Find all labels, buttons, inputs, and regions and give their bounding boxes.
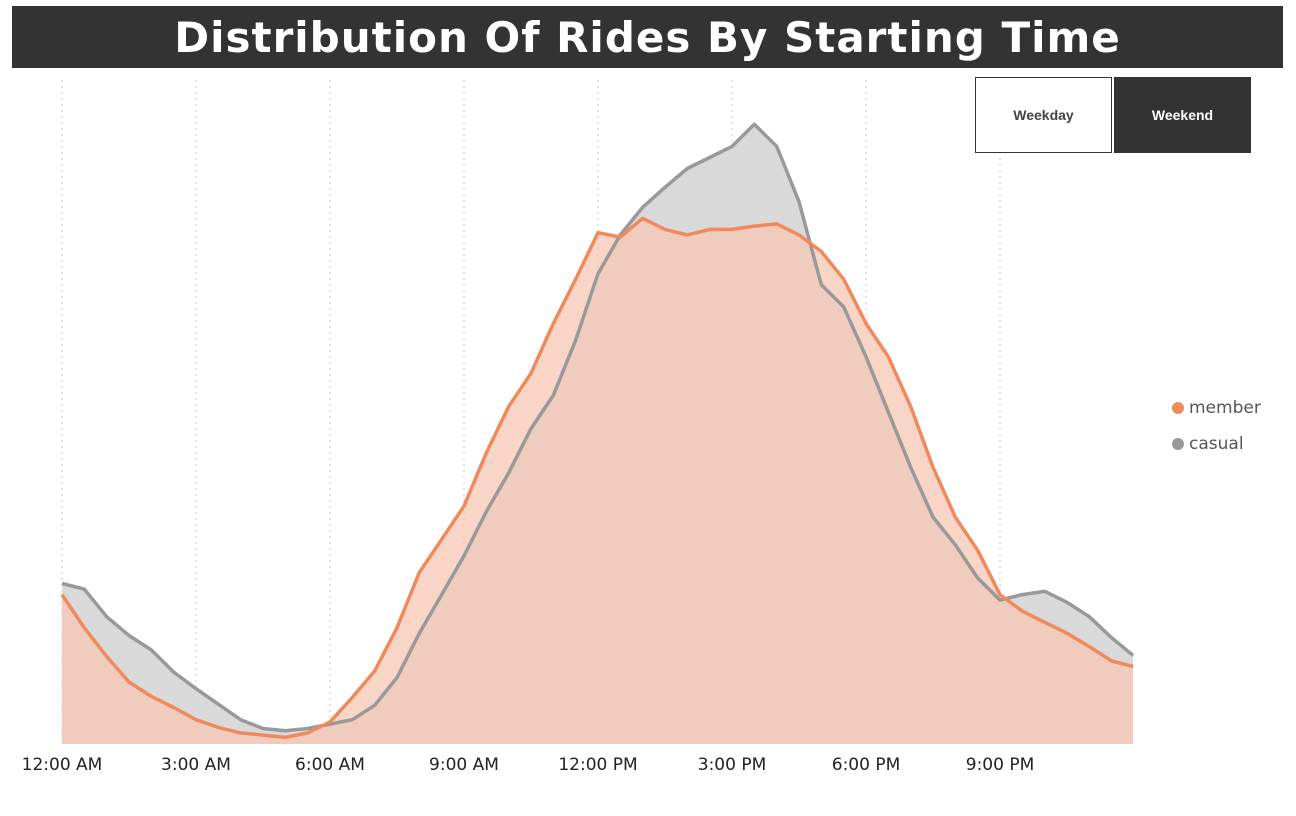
legend-label-casual: casual — [1189, 434, 1244, 454]
weekend-toggle-label: Weekend — [1151, 107, 1214, 123]
legend-marker-member — [1172, 402, 1184, 414]
x-tick-label: 9:00 AM — [429, 755, 499, 775]
weekend-toggle-button[interactable]: Weekend — [1114, 77, 1251, 153]
legend-item-member: member — [1172, 396, 1261, 420]
legend-label-member: member — [1189, 398, 1261, 418]
area-series — [62, 124, 1134, 745]
area-member — [62, 218, 1134, 745]
line-series — [60, 122, 1135, 740]
weekday-toggle-label: Weekday — [1013, 107, 1074, 123]
x-tick-label: 12:00 PM — [558, 755, 637, 775]
x-axis-ticks: 12:00 AM 3:00 AM 6:00 AM 9:00 AM 12:00 PM 3:0… — [22, 755, 1035, 775]
line-casual — [61, 122, 1135, 733]
weekday-toggle-button[interactable]: Weekday — [975, 77, 1112, 153]
x-tick-label: 6:00 PM — [832, 755, 901, 775]
legend-marker-casual — [1172, 438, 1184, 450]
title-bar: Distribution Of Rides By Starting Time — [12, 6, 1283, 68]
legend: member casual — [1172, 396, 1261, 468]
x-tick-label: 12:00 AM — [22, 755, 103, 775]
chart-title: Distribution Of Rides By Starting Time — [174, 12, 1121, 62]
x-tick-label: 3:00 PM — [698, 755, 767, 775]
x-tick-label: 6:00 AM — [295, 755, 365, 775]
legend-item-casual: casual — [1172, 432, 1261, 456]
x-tick-label: 9:00 PM — [966, 755, 1035, 775]
line-member — [60, 216, 1134, 740]
x-tick-label: 3:00 AM — [161, 755, 231, 775]
